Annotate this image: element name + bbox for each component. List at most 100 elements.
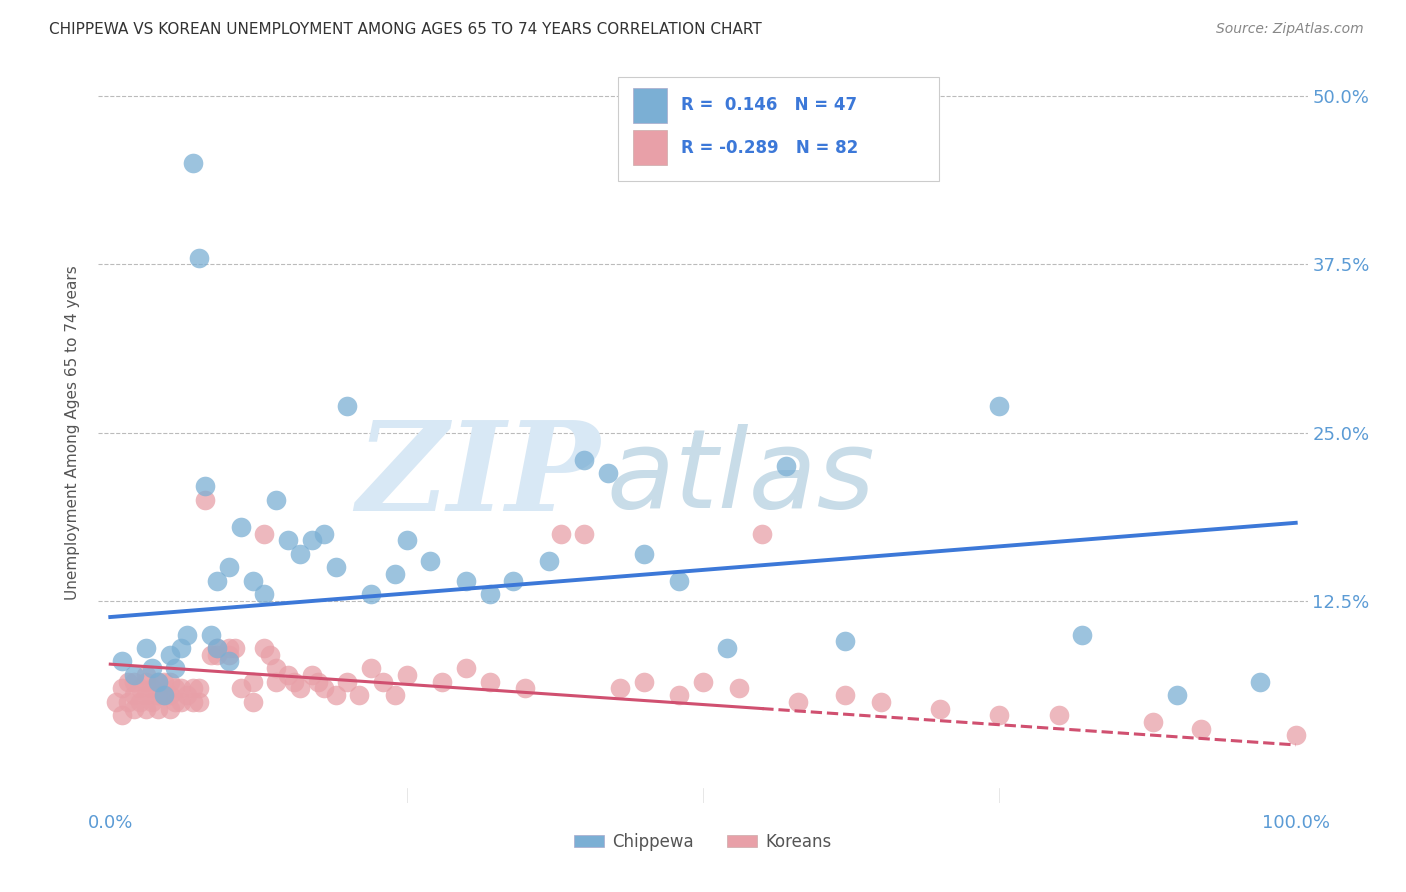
Point: [135, 640, 157, 655]
Point: [159, 674, 181, 689]
Point: [716, 640, 738, 655]
Point: [152, 688, 174, 702]
Point: [135, 688, 157, 702]
Point: [170, 681, 193, 696]
Point: [188, 695, 211, 709]
Point: [259, 648, 281, 662]
Point: [253, 587, 276, 601]
Point: [1285, 729, 1308, 743]
Point: [454, 574, 477, 588]
Point: [454, 661, 477, 675]
Point: [122, 701, 145, 715]
Point: [478, 674, 501, 689]
Point: [141, 661, 163, 675]
Point: [122, 688, 145, 702]
Text: atlas: atlas: [606, 424, 875, 531]
Point: [633, 674, 655, 689]
Point: [253, 640, 276, 655]
Bar: [633, 87, 666, 123]
Text: ZIP: ZIP: [357, 417, 600, 538]
Point: [242, 574, 264, 588]
Point: [312, 681, 335, 696]
Point: [288, 547, 311, 561]
Point: [633, 547, 655, 561]
Point: [277, 668, 299, 682]
Point: [159, 701, 181, 715]
Point: [135, 668, 157, 682]
Point: [288, 681, 311, 696]
Point: [929, 701, 952, 715]
Point: [242, 695, 264, 709]
Point: [194, 479, 217, 493]
Point: [692, 674, 714, 689]
Point: [205, 640, 228, 655]
Point: [165, 681, 187, 696]
Point: [218, 560, 240, 574]
Text: R = -0.289   N = 82: R = -0.289 N = 82: [682, 138, 859, 157]
Point: [200, 627, 222, 641]
Point: [205, 574, 228, 588]
Point: [111, 655, 134, 669]
Point: [834, 688, 856, 702]
Point: [502, 574, 524, 588]
Point: [283, 674, 305, 689]
Point: [129, 695, 152, 709]
Point: [170, 695, 193, 709]
Point: [336, 399, 359, 413]
Point: [277, 533, 299, 548]
Point: [1249, 674, 1271, 689]
Point: [598, 466, 620, 480]
Point: [129, 681, 152, 696]
Point: [122, 674, 145, 689]
Point: [229, 681, 252, 696]
Point: [218, 648, 240, 662]
Point: [336, 674, 359, 689]
Point: [371, 674, 394, 689]
Point: [301, 668, 323, 682]
Point: [218, 655, 240, 669]
Point: [360, 661, 382, 675]
Text: R =  0.146   N = 47: R = 0.146 N = 47: [682, 96, 858, 114]
Y-axis label: Unemployment Among Ages 65 to 74 years: Unemployment Among Ages 65 to 74 years: [65, 265, 80, 600]
Point: [727, 681, 749, 696]
Point: [419, 553, 441, 567]
Point: [325, 688, 347, 702]
Point: [181, 156, 204, 170]
Point: [146, 674, 169, 689]
Point: [395, 533, 418, 548]
Point: [141, 681, 163, 696]
Point: [988, 399, 1011, 413]
Point: [264, 661, 287, 675]
Point: [668, 688, 690, 702]
Point: [200, 648, 222, 662]
Point: [122, 668, 145, 682]
Point: [478, 587, 501, 601]
Point: [224, 640, 246, 655]
Point: [515, 681, 537, 696]
Text: CHIPPEWA VS KOREAN UNEMPLOYMENT AMONG AGES 65 TO 74 YEARS CORRELATION CHART: CHIPPEWA VS KOREAN UNEMPLOYMENT AMONG AG…: [49, 22, 762, 37]
Point: [347, 688, 370, 702]
Point: [360, 587, 382, 601]
Point: [152, 688, 174, 702]
Point: [117, 674, 139, 689]
Point: [751, 526, 773, 541]
Point: [205, 648, 228, 662]
Point: [775, 459, 797, 474]
Point: [1047, 708, 1070, 723]
Point: [325, 560, 347, 574]
Point: [834, 634, 856, 648]
Point: [141, 695, 163, 709]
Point: [105, 695, 128, 709]
Point: [117, 695, 139, 709]
Point: [432, 674, 454, 689]
Point: [264, 492, 287, 507]
Point: [170, 640, 193, 655]
Point: [550, 526, 572, 541]
Point: [146, 674, 169, 689]
Point: [159, 648, 181, 662]
Point: [146, 701, 169, 715]
FancyBboxPatch shape: [619, 78, 939, 181]
Point: [176, 627, 198, 641]
Point: [312, 526, 335, 541]
Point: [301, 533, 323, 548]
